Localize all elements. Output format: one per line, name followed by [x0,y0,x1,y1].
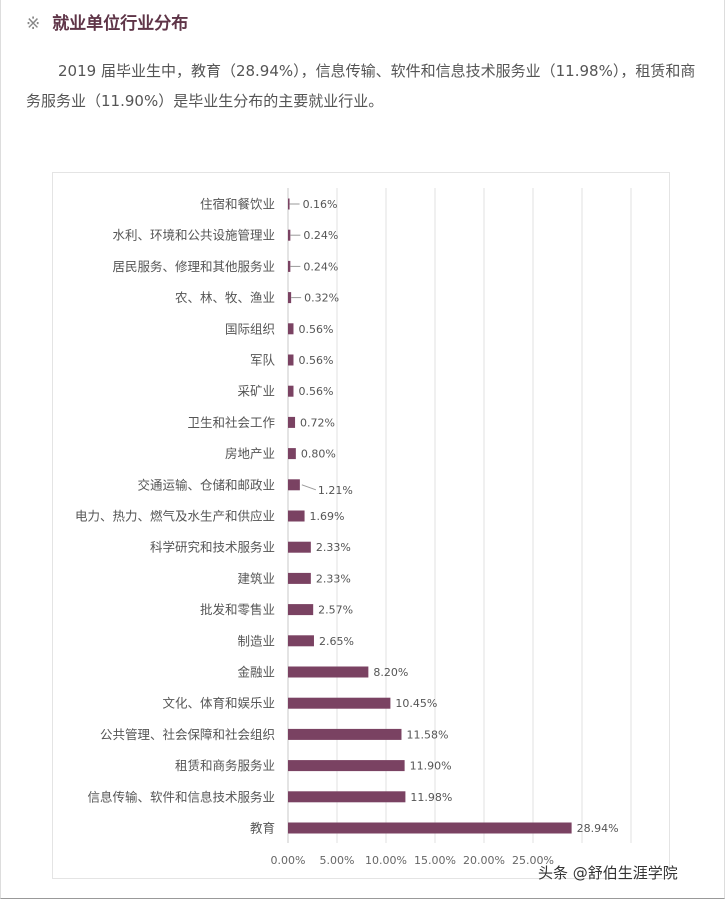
category-label: 教育 [250,821,275,836]
bar [288,760,405,772]
category-label: 金融业 [237,665,275,680]
bar [288,292,292,304]
chart-area [52,172,670,879]
bar [288,822,572,834]
bar [288,323,294,335]
heading-symbol: ※ [26,14,41,34]
category-label: 建筑业 [237,571,275,586]
data-label: 0.24% [303,229,338,242]
data-label: 0.80% [301,448,336,461]
data-label: 11.58% [406,728,448,741]
watermark: 头条 @舒伯生涯学院 [538,864,678,882]
category-label: 批发和零售业 [200,602,275,617]
category-label: 科学研究和技术服务业 [150,540,275,555]
bar [288,416,296,428]
x-tick-label: 5.00% [320,854,355,867]
category-label: 采矿业 [237,384,275,399]
category-label: 交通运输、仓储和邮政业 [137,477,275,492]
data-label: 0.56% [298,354,333,367]
category-label: 租赁和商务服务业 [175,758,275,773]
bar [288,198,290,210]
category-label: 房地产业 [225,446,275,461]
category-label: 公共管理、社会保障和社会组织 [100,727,275,742]
category-label: 居民服务、修理和其他服务业 [112,259,275,274]
category-label: 文化、体育和娱乐业 [162,696,275,711]
category-label: 军队 [250,353,276,368]
data-label: 0.24% [303,260,338,273]
category-label: 农、林、牧、渔业 [175,290,275,305]
data-label: 28.94% [577,822,619,835]
data-label: 0.56% [298,323,333,336]
data-label: 10.45% [395,697,437,710]
bar [288,635,314,647]
data-label: 2.33% [316,541,351,554]
bar [288,791,406,803]
category-label: 制造业 [237,633,275,648]
category-label: 信息传输、软件和信息技术服务业 [87,789,275,804]
leader-line [301,484,317,491]
x-tick-label: 15.00% [414,854,456,867]
data-label: 1.21% [318,484,353,497]
bar [288,510,305,522]
data-label: 11.90% [410,760,452,773]
category-label: 国际组织 [225,321,275,336]
bar [288,697,391,709]
bar [288,385,294,397]
bar [288,666,369,678]
bar [288,448,296,460]
x-tick-label: 25.00% [512,854,554,867]
data-label: 0.56% [298,385,333,398]
section-heading: ※ 就业单位行业分布 [26,9,188,34]
data-label: 2.65% [319,635,354,648]
data-label: 0.32% [304,292,339,305]
data-label: 2.57% [318,604,353,617]
data-label: 11.98% [410,791,452,804]
summary-paragraph: 2019 届毕业生中，教育（28.94%），信息传输、软件和信息技术服务业（11… [26,62,696,110]
data-label: 2.33% [316,572,351,585]
data-label: 1.69% [310,510,345,523]
bar [288,479,300,491]
heading-title: 就业单位行业分布 [52,14,189,34]
bar [288,541,311,553]
category-label: 卫生和社会工作 [187,415,275,430]
category-label: 水利、环境和公共设施管理业 [112,228,275,243]
bar [288,728,402,740]
bar [288,354,294,366]
data-label: 8.20% [373,666,408,679]
bar [288,260,291,272]
x-tick-label: 10.00% [365,854,407,867]
category-label: 住宿和餐饮业 [200,197,275,212]
category-label: 电力、热力、燃气及水生产和供应业 [75,509,275,524]
x-tick-label: 0.00% [271,854,306,867]
bar [288,229,291,241]
bar [288,572,311,584]
data-label: 0.16% [303,198,338,211]
x-tick-label: 20.00% [463,854,505,867]
bar [288,604,314,616]
data-label: 0.72% [300,416,335,429]
